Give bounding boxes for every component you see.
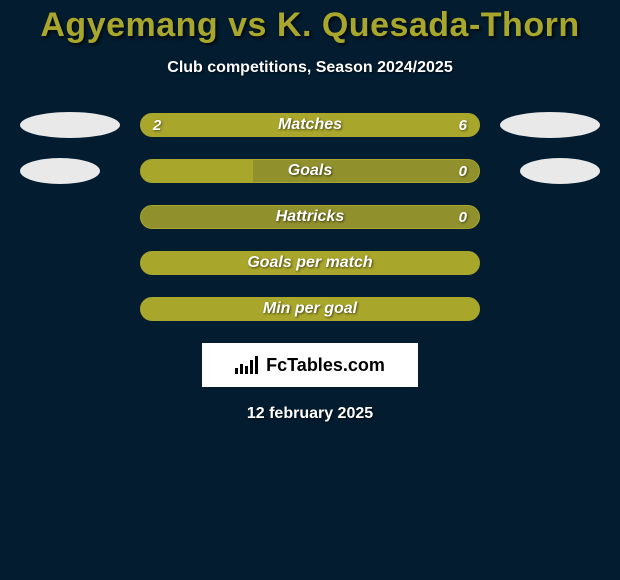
player-right-portrait: [520, 158, 600, 184]
page-title: Agyemang vs K. Quesada-Thorn: [0, 0, 620, 45]
bar-label: Min per goal: [141, 298, 479, 320]
bar-right-value: 0: [459, 206, 467, 228]
logo-text: FcTables.com: [266, 355, 385, 376]
bar-label: Matches: [141, 114, 479, 136]
stat-row-matches: 2 Matches 6: [0, 113, 620, 137]
logo-box: FcTables.com: [202, 343, 418, 387]
stat-row-goals: Goals 0: [0, 159, 620, 183]
player-left-portrait: [20, 158, 100, 184]
comparison-infographic: Agyemang vs K. Quesada-Thorn Club compet…: [0, 0, 620, 580]
chart-icon: [235, 356, 260, 374]
bar-label: Hattricks: [141, 206, 479, 228]
bar-track: Hattricks 0: [140, 205, 480, 229]
stat-rows: 2 Matches 6 Goals 0: [0, 113, 620, 321]
bar-right-value: 6: [459, 114, 467, 136]
bar-track: 2 Matches 6: [140, 113, 480, 137]
bar-track: Goals 0: [140, 159, 480, 183]
stat-row-mpg: Min per goal: [0, 297, 620, 321]
stat-row-gpm: Goals per match: [0, 251, 620, 275]
bar-track: Min per goal: [140, 297, 480, 321]
bar-right-value: 0: [459, 160, 467, 182]
player-left-portrait: [20, 112, 120, 138]
date-label: 12 february 2025: [0, 405, 620, 423]
bar-label: Goals per match: [141, 252, 479, 274]
subtitle: Club competitions, Season 2024/2025: [0, 59, 620, 77]
bar-label: Goals: [141, 160, 479, 182]
stat-row-hattricks: Hattricks 0: [0, 205, 620, 229]
player-right-portrait: [500, 112, 600, 138]
bar-track: Goals per match: [140, 251, 480, 275]
